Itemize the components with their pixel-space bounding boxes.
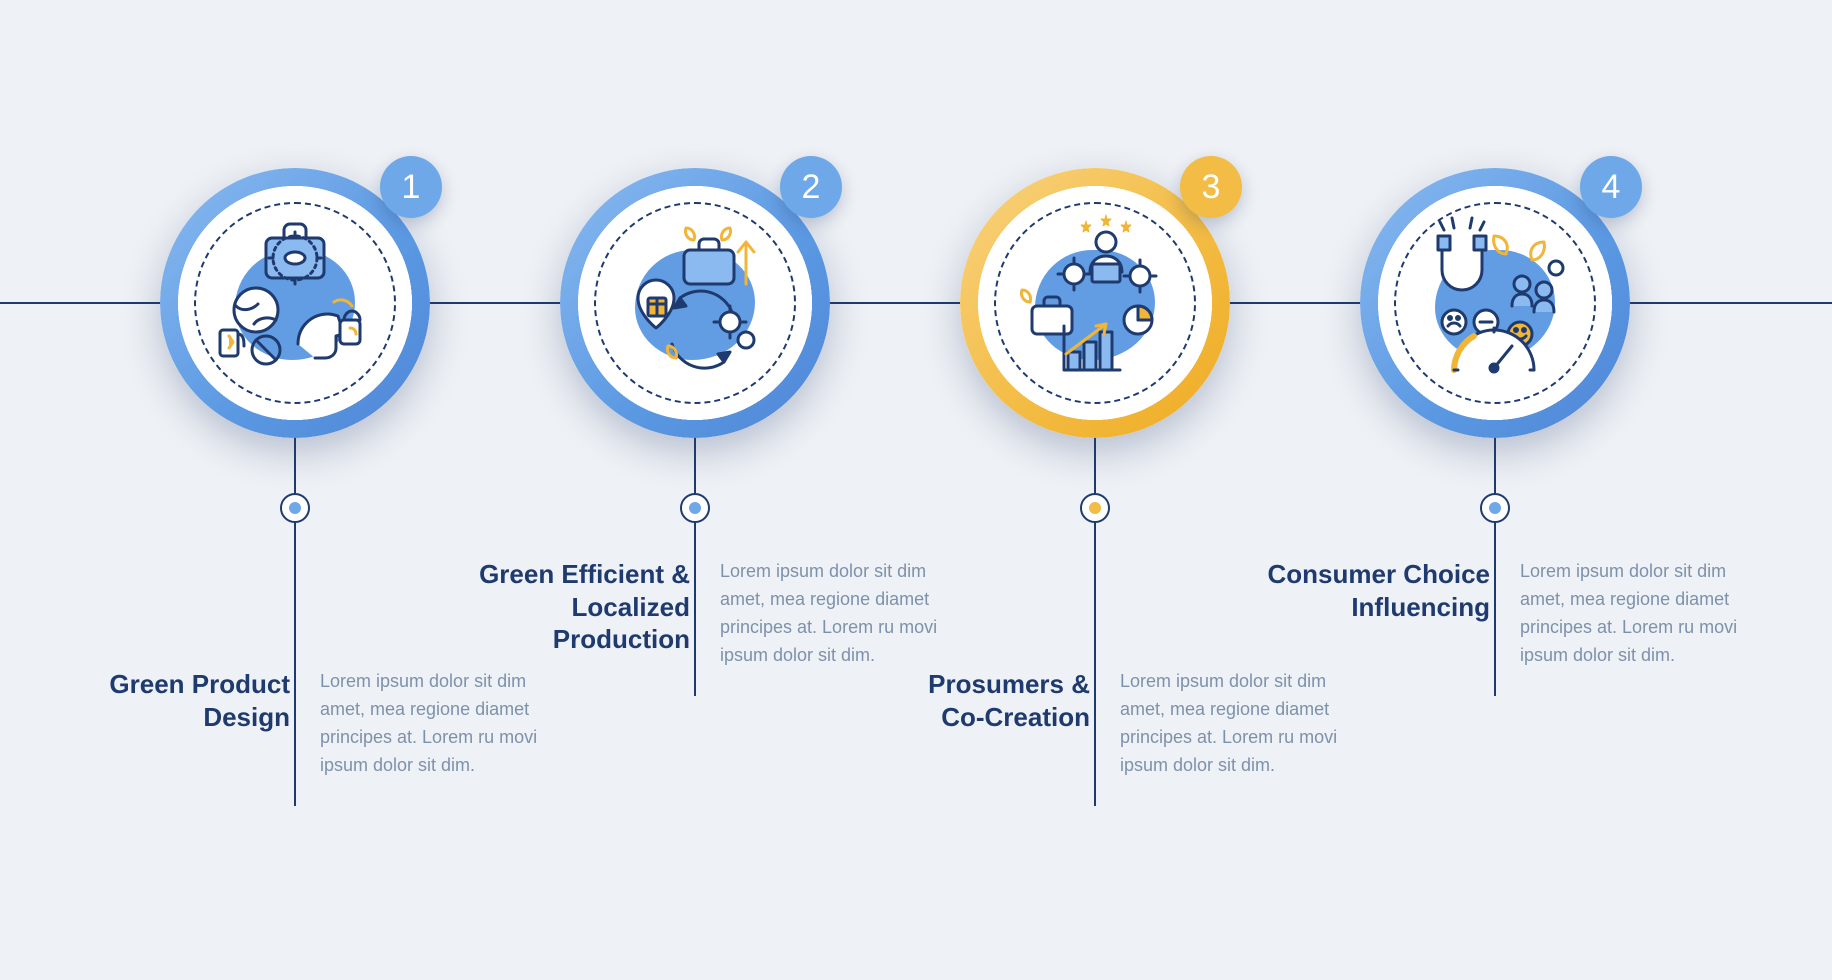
step-title: Prosumers &Co-Creation — [830, 668, 1090, 733]
green-product-design-icon — [194, 202, 396, 404]
connector-line — [1094, 436, 1096, 806]
axis-segment — [0, 302, 160, 304]
connector-line — [294, 436, 296, 806]
connector-line — [694, 436, 696, 696]
step-ring: 4 — [1360, 168, 1630, 438]
axis-segment — [430, 302, 560, 304]
step-number: 4 — [1602, 168, 1621, 207]
infographic-stage: 1 Green ProductDesign Lorem ipsum dolor … — [0, 0, 1832, 980]
connector-dot — [680, 493, 710, 523]
step-body: Lorem ipsum dolor sit dim amet, mea regi… — [320, 668, 560, 780]
step-body: Lorem ipsum dolor sit dim amet, mea regi… — [720, 558, 960, 670]
step-number-badge: 3 — [1180, 156, 1242, 218]
step-title: Green ProductDesign — [30, 668, 290, 733]
step-title: Green Efficient &LocalizedProduction — [430, 558, 690, 656]
step-ring: 2 — [560, 168, 830, 438]
step-number-badge: 1 — [380, 156, 442, 218]
connector-dot — [1080, 493, 1110, 523]
step-number: 2 — [802, 168, 821, 207]
step-number: 3 — [1202, 168, 1221, 207]
connector-dot — [280, 493, 310, 523]
step-ring: 1 — [160, 168, 430, 438]
step-body: Lorem ipsum dolor sit dim amet, mea regi… — [1520, 558, 1760, 670]
prosumers-cocreation-icon — [994, 202, 1196, 404]
step-title: Consumer ChoiceInfluencing — [1230, 558, 1490, 623]
consumer-influence-icon — [1394, 202, 1596, 404]
axis-segment — [1630, 302, 1832, 304]
connector-dot — [1480, 493, 1510, 523]
axis-segment — [830, 302, 960, 304]
connector-line — [1494, 436, 1496, 696]
step-number-badge: 2 — [780, 156, 842, 218]
axis-segment — [1230, 302, 1360, 304]
step-body: Lorem ipsum dolor sit dim amet, mea regi… — [1120, 668, 1360, 780]
step-number: 1 — [402, 168, 421, 207]
step-ring: 3 — [960, 168, 1230, 438]
localized-production-icon — [594, 202, 796, 404]
step-number-badge: 4 — [1580, 156, 1642, 218]
